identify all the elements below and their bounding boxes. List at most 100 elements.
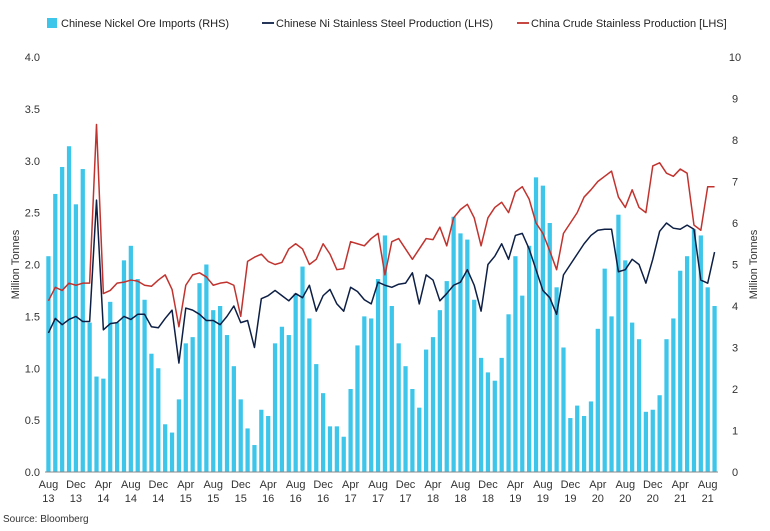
bar [66, 146, 72, 473]
bar [348, 389, 353, 472]
bar [149, 353, 154, 472]
bar [568, 418, 573, 472]
bar [245, 428, 250, 472]
legend-swatch [47, 18, 57, 28]
x-tick-label-month: Dec [231, 479, 251, 491]
x-tick-label-year: 14 [125, 493, 137, 505]
bar [272, 343, 278, 472]
bar [602, 268, 607, 472]
bar [623, 260, 628, 472]
bar [499, 357, 504, 473]
x-tick-label-year: 14 [97, 493, 109, 505]
bar [204, 264, 209, 472]
bar [691, 229, 697, 472]
x-tick-label-month: Aug [616, 479, 636, 491]
bar [540, 185, 546, 472]
x-tick-label-year: 16 [317, 493, 329, 505]
bar [664, 339, 669, 472]
bar [513, 256, 518, 472]
x-tick-label-month: Apr [424, 479, 441, 491]
axes: 0.0 0.5 1.0 1.5 2.0 2.5 3.0 3.5 4.0 0 1 2 3 4 5 6 7 8 9 10 M… [10, 52, 760, 505]
x-tick-label-month: Aug [39, 479, 59, 491]
y-right-tick-label: 7 [732, 177, 738, 189]
bar [307, 318, 312, 472]
bar [259, 409, 264, 472]
y-left-tick-label: 2.0 [25, 260, 40, 272]
bar [671, 318, 676, 472]
bar [321, 393, 326, 472]
legend-label: Chinese Nickel Ore Imports (RHS) [61, 18, 229, 30]
y-right-tick-label: 9 [732, 94, 738, 106]
x-tick-label-year: 21 [674, 493, 686, 505]
bar [410, 389, 415, 472]
x-tick-label-year: 15 [180, 493, 192, 505]
bar [341, 436, 346, 472]
bar [94, 376, 99, 472]
bar [279, 326, 285, 472]
bar [286, 335, 291, 472]
y-left-tick-label: 3.5 [25, 104, 40, 116]
bar [87, 322, 92, 472]
bar [520, 295, 525, 473]
bar [224, 335, 230, 472]
y-left-tick-label: 3.0 [25, 156, 40, 168]
bar [293, 293, 298, 472]
bar [252, 445, 257, 472]
x-tick-label-month: Apr [342, 479, 359, 491]
x-tick-label-month: Aug [121, 479, 141, 491]
bar [389, 306, 394, 472]
y-left-tick-label: 1.0 [25, 363, 40, 375]
y-right-tick-label: 0 [732, 467, 738, 479]
bar [121, 260, 127, 472]
y-right-tick-label: 6 [732, 218, 738, 230]
x-tick-label-year: 18 [427, 493, 439, 505]
x-tick-label-year: 15 [207, 493, 219, 505]
legend-label: Chinese Ni Stainless Steel Production (L… [276, 18, 493, 30]
x-tick-label-year: 21 [702, 493, 714, 505]
bar [437, 310, 442, 472]
bar [595, 328, 600, 472]
legend: Chinese Nickel Ore Imports (RHS) Chinese … [47, 18, 727, 30]
bar [190, 337, 195, 473]
bar [575, 405, 580, 472]
bar [478, 357, 484, 473]
y-left-axis-title: Million Tonnes [10, 229, 22, 299]
bar [327, 426, 333, 472]
x-tick-label-month: Apr [177, 479, 194, 491]
x-tick-label-month: Apr [95, 479, 112, 491]
x-tick-label-month: Dec [478, 479, 498, 491]
source-note: Source: Bloomberg [3, 514, 89, 525]
x-tick-label-year: 19 [509, 493, 521, 505]
bar [636, 339, 642, 472]
x-tick-label-year: 17 [399, 493, 411, 505]
bar [238, 399, 243, 473]
bar [211, 310, 216, 472]
bar [135, 279, 140, 472]
bar [444, 281, 449, 472]
bar [355, 345, 360, 472]
bar [46, 256, 51, 472]
bar [472, 299, 477, 472]
legend-label: China Crude Stainless Production [LHS] [531, 18, 727, 30]
bar [231, 366, 236, 472]
bar-series-nickel-ore-imports [46, 146, 717, 473]
line-series-group [47, 123, 716, 364]
bar [142, 299, 147, 472]
bar [217, 306, 223, 472]
y-left-tick-label: 2.5 [25, 208, 40, 220]
bar [678, 270, 683, 472]
x-tick-label-year: 19 [564, 493, 576, 505]
x-tick-label-year: 15 [235, 493, 247, 505]
bar [108, 301, 113, 472]
bar [163, 424, 168, 472]
x-tick-label-month: Dec [643, 479, 663, 491]
bar [128, 245, 133, 472]
x-tick-label-month: Aug [698, 479, 718, 491]
y-right-tick-label: 2 [732, 384, 738, 396]
bar [362, 316, 367, 473]
y-right-axis-title: Million Tonnes [748, 229, 760, 299]
x-tick-label-month: Dec [149, 479, 169, 491]
bar [183, 343, 188, 472]
bar [650, 409, 655, 472]
